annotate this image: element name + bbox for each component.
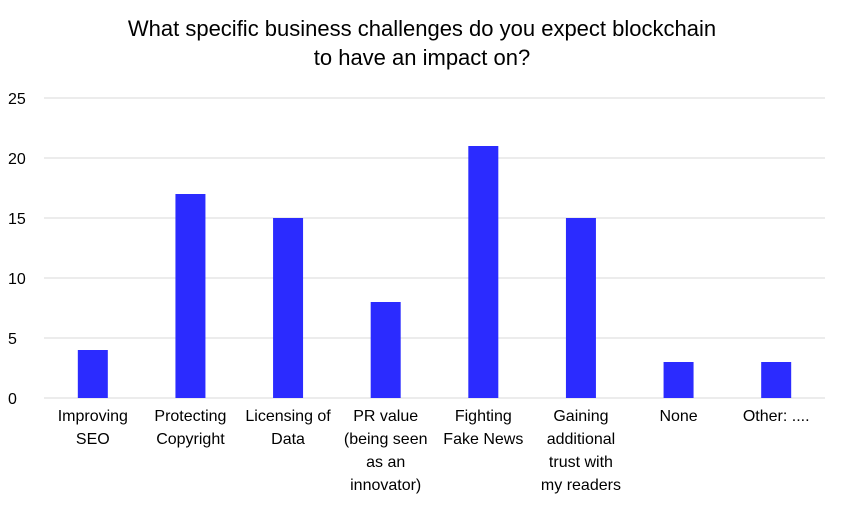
chart-title-line-1: What specific business challenges do you…: [127, 16, 717, 41]
bar: [565, 218, 596, 398]
x-category-label-line: Copyright: [156, 431, 225, 448]
y-tick-label: 20: [8, 151, 26, 168]
x-category-label-line: Protecting: [154, 408, 226, 425]
y-tick-label: 5: [8, 331, 17, 348]
x-category-label: Fighting Fake News: [443, 408, 523, 448]
bar: [77, 350, 108, 398]
y-tick-label: 0: [8, 391, 17, 408]
x-category-label: Gaining additional trust with my readers: [541, 408, 621, 494]
x-category-label: Licensing of Data: [245, 408, 331, 448]
x-category-label-line: innovator): [350, 477, 421, 494]
y-tick-label: 25: [8, 91, 26, 108]
x-category-label-line: Fake News: [443, 431, 523, 448]
x-category-label-line: additional: [547, 431, 616, 448]
bar: [663, 362, 694, 398]
bar: [761, 362, 792, 398]
bar: [370, 302, 401, 398]
x-category-label-line: as an: [366, 454, 405, 471]
x-category-label: PR value (being seen as an innovator): [344, 408, 428, 494]
x-category-label-line: Licensing of: [245, 408, 331, 425]
x-category-label-line: SEO: [76, 431, 110, 448]
x-category-label-line: (being seen: [344, 431, 428, 448]
bar: [273, 218, 304, 398]
x-category-label-line: my readers: [541, 477, 621, 494]
y-tick-label: 15: [8, 211, 26, 228]
x-category-label-line: Improving: [58, 408, 128, 425]
x-category-label: Other: ....: [743, 408, 810, 425]
x-category-label: None: [659, 408, 697, 425]
bar: [175, 194, 206, 398]
x-category-label-line: Gaining: [553, 408, 608, 425]
x-category-label: Protecting Copyright: [154, 408, 226, 448]
x-category-label: Improving SEO: [58, 408, 128, 448]
x-category-label-line: Fighting: [455, 408, 512, 425]
bar: [468, 146, 499, 398]
chart-title: What specific business challenges do you…: [0, 14, 844, 72]
chart-title-line-2: to have an impact on?: [313, 45, 531, 70]
x-category-label-line: PR value: [353, 408, 418, 425]
y-tick-label: 10: [8, 271, 26, 288]
x-category-label-line: Other: ....: [743, 408, 810, 425]
x-category-label-line: None: [659, 408, 697, 425]
x-category-label-line: Data: [271, 431, 305, 448]
x-category-label-line: trust with: [549, 454, 613, 471]
